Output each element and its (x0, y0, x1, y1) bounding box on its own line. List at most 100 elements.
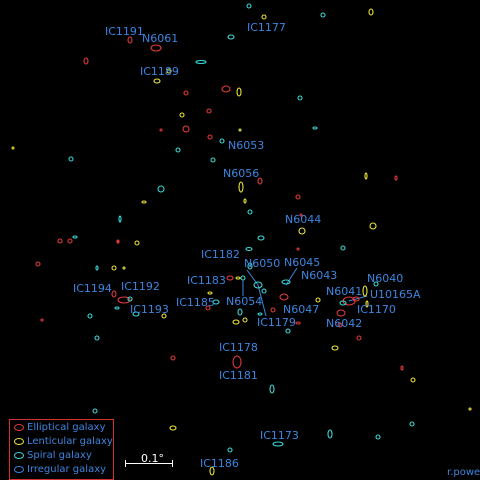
spiral-galaxy-marker (375, 434, 381, 440)
lenticular-galaxy-marker (11, 146, 15, 150)
lenticular-galaxy-marker (468, 407, 472, 411)
lenticular-galaxy-marker (243, 198, 247, 204)
elliptical-galaxy-marker (352, 296, 360, 302)
lenticular-galaxy-marker (235, 276, 241, 280)
elliptical-galaxy-marker (150, 44, 162, 52)
lenticular-galaxy-marker (364, 172, 368, 180)
lenticular-galaxy-marker (236, 87, 242, 97)
spiral-galaxy-marker (68, 156, 74, 162)
lenticular-galaxy-marker (315, 297, 321, 303)
lenticular-galaxy-marker (242, 317, 248, 323)
spiral-galaxy-marker (261, 288, 267, 294)
elliptical-galaxy-marker (159, 128, 163, 132)
spiral-galaxy-marker (297, 95, 303, 101)
lenticular-galaxy-marker (238, 181, 244, 193)
label-u10165a: U10165A (370, 288, 421, 301)
spiral-galaxy-marker (114, 306, 120, 310)
legend-label: Irregular galaxy (27, 464, 107, 475)
lenticular-galaxy-marker (209, 466, 215, 476)
spiral-galaxy-marker (245, 246, 253, 252)
legend-label: Lenticular galaxy (27, 436, 113, 447)
elliptical-galaxy-marker (182, 125, 190, 133)
lenticular-galaxy-marker (369, 222, 377, 230)
label-ic1177: IC1177 (247, 21, 286, 34)
spiral-galaxy-marker (340, 245, 346, 251)
spiral-galaxy-marker (72, 235, 78, 239)
label-n6054: N6054 (226, 295, 263, 308)
spiral-galaxy-marker (94, 335, 100, 341)
legend-item-spiral: Spiral galaxy (14, 450, 92, 461)
elliptical-galaxy-marker (295, 321, 301, 325)
lenticular-galaxy-marker (122, 266, 126, 270)
spiral-galaxy-marker (272, 441, 284, 447)
label-n6044: N6044 (285, 213, 322, 226)
elliptical-galaxy-marker (116, 240, 120, 244)
spiral-galaxy-marker (92, 408, 98, 414)
lenticular-galaxy-marker (134, 240, 140, 246)
lenticular-galaxy-marker (298, 227, 306, 235)
spiral-galaxy-marker (227, 447, 233, 453)
spiral-galaxy-marker (210, 157, 216, 163)
elliptical-galaxy-marker (356, 335, 362, 341)
elliptical-galaxy-marker (207, 134, 213, 140)
spiral-galaxy-marker (87, 313, 93, 319)
lenticular-galaxy-marker (161, 313, 167, 319)
spiral-galaxy-marker (312, 126, 318, 130)
elliptical-galaxy-marker (394, 175, 398, 181)
spiral-galaxy-marker (285, 328, 291, 334)
irregular-icon (14, 465, 24, 473)
elliptical-galaxy-marker (400, 365, 404, 371)
elliptical-galaxy-marker (183, 90, 189, 96)
spiral-galaxy-marker (227, 34, 235, 40)
credit-label: r.powell (447, 467, 480, 478)
label-ic1186: IC1186 (200, 457, 239, 470)
scale-bar (125, 460, 173, 467)
legend-label: Elliptical galaxy (27, 422, 106, 433)
spiral-galaxy-marker (257, 235, 265, 241)
elliptical-galaxy-marker (40, 318, 44, 322)
elliptical-galaxy-marker (67, 238, 73, 244)
spiral-galaxy-marker (247, 209, 253, 215)
lenticular-galaxy-marker (141, 200, 147, 204)
spiral-icon (14, 451, 24, 459)
legend-item-lenticular: Lenticular galaxy (14, 436, 113, 447)
spiral-galaxy-marker (95, 265, 99, 271)
label-n6045: N6045 (284, 256, 321, 269)
leader-line (285, 267, 298, 286)
lenticular-galaxy-marker (410, 377, 416, 383)
spiral-galaxy-marker (409, 421, 415, 427)
label-ic1191: IC1191 (105, 25, 144, 38)
lenticular-galaxy-marker (166, 68, 172, 74)
label-n6042: N6042 (326, 317, 363, 330)
elliptical-galaxy-marker (111, 290, 117, 298)
lenticular-galaxy-marker (169, 425, 177, 431)
scale-label: 0.1° (141, 452, 164, 465)
elliptical-galaxy-marker (296, 247, 300, 251)
lenticular-galaxy-marker (365, 300, 369, 308)
elliptical-galaxy-marker (205, 305, 211, 311)
spiral-galaxy-marker (240, 275, 246, 281)
legend-label: Spiral galaxy (27, 450, 92, 461)
label-ic1170: IC1170 (357, 303, 396, 316)
label-n6040: N6040 (367, 272, 404, 285)
leader-line (246, 269, 259, 286)
lenticular-galaxy-marker (368, 8, 374, 16)
elliptical-galaxy-marker (299, 213, 303, 217)
elliptical-galaxy-marker (221, 85, 231, 93)
spiral-galaxy-marker (219, 138, 225, 144)
elliptical-galaxy-marker (35, 261, 41, 267)
elliptical-galaxy-marker (170, 355, 176, 361)
label-ic1183: IC1183 (187, 274, 226, 287)
spiral-galaxy-marker (247, 262, 253, 270)
elliptical-galaxy-marker (206, 108, 212, 114)
label-ic1194: IC1194 (73, 282, 112, 295)
lenticular-icon (14, 437, 24, 445)
elliptical-galaxy-marker (295, 194, 301, 200)
lenticular-galaxy-marker (362, 285, 368, 297)
elliptical-galaxy-marker (257, 177, 263, 185)
leader-line (257, 284, 267, 317)
label-ic1193: IC1193 (130, 303, 169, 316)
label-ic1173: IC1173 (260, 429, 299, 442)
